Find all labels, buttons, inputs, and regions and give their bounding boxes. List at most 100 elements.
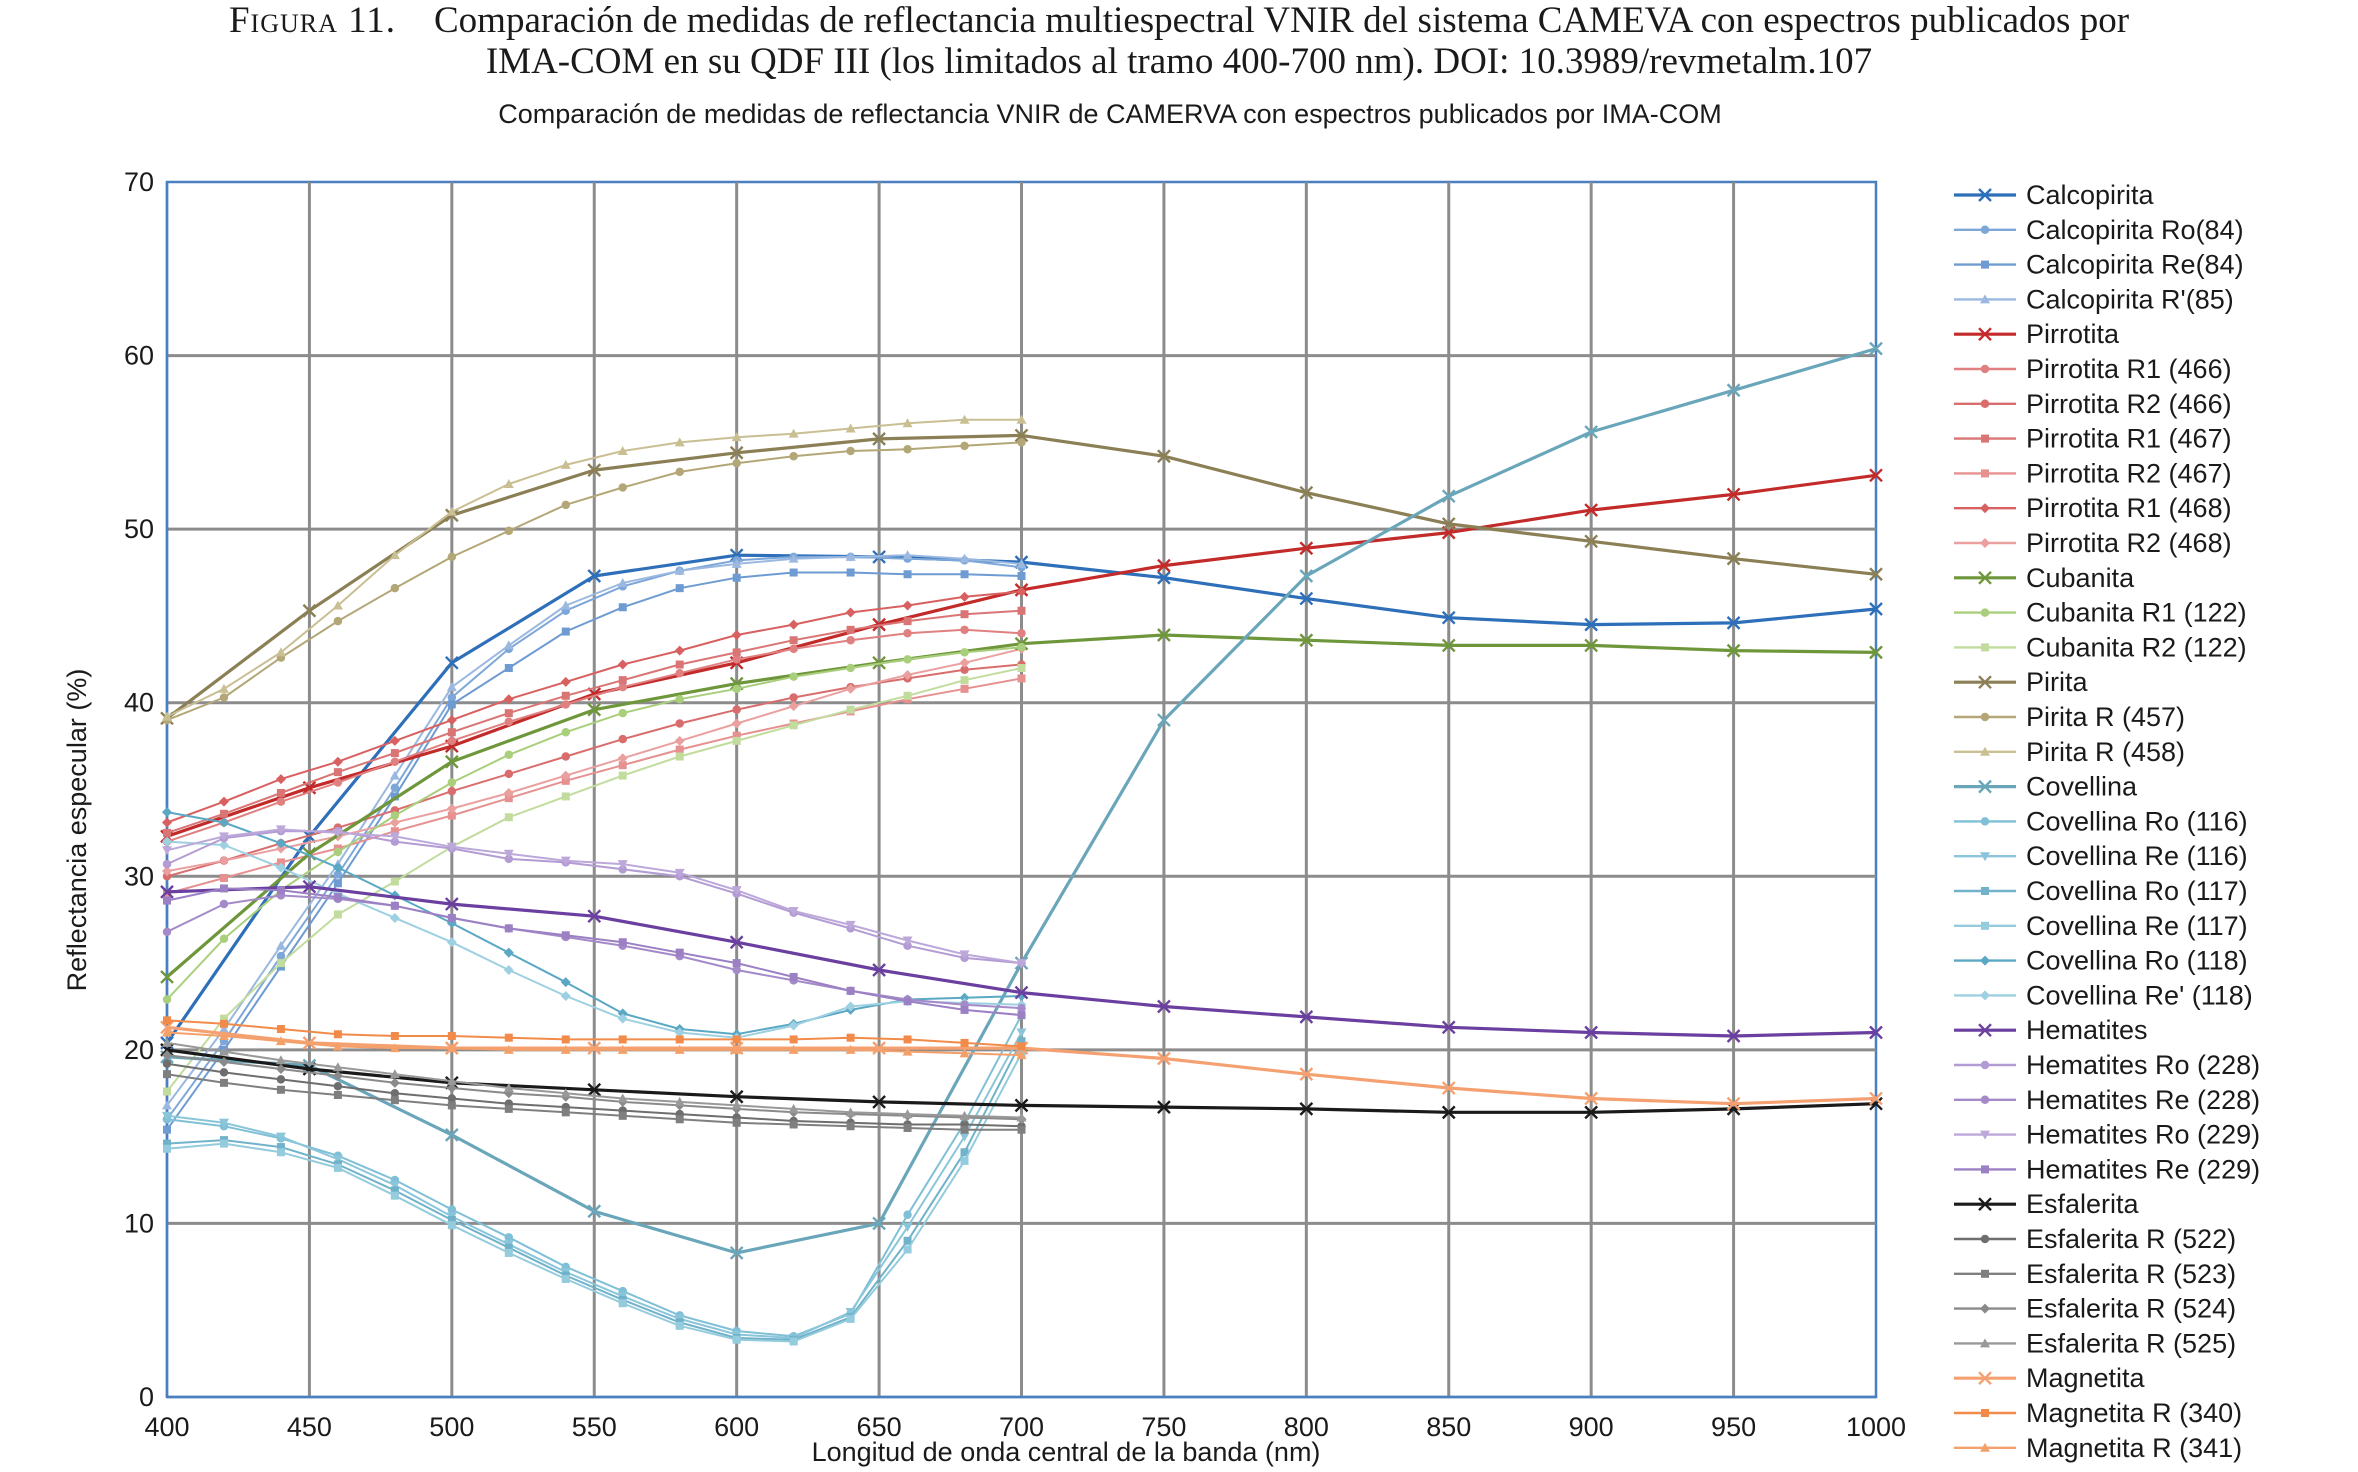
data-point xyxy=(162,995,172,1004)
data-point xyxy=(218,1057,229,1068)
data-point xyxy=(674,645,685,656)
data-point xyxy=(447,1215,456,1224)
data-point xyxy=(846,1033,855,1042)
legend-label: Covellina Re (117) xyxy=(2026,911,2248,941)
series-line xyxy=(166,1054,1022,1121)
data-point xyxy=(789,636,798,645)
data-point xyxy=(1157,713,1171,727)
tick-labels: 400 450 500 550 600 650 700 750 800 850 900 950 1000… xyxy=(124,167,1906,1442)
data-point xyxy=(503,640,514,650)
data-point xyxy=(674,1044,685,1054)
data-point xyxy=(675,660,684,669)
legend-entry: Pirita R (458) xyxy=(1954,737,2185,767)
data-point xyxy=(389,1181,400,1191)
data-point xyxy=(960,684,969,693)
data-point xyxy=(617,1044,628,1054)
data-point xyxy=(788,1103,799,1113)
data-point xyxy=(447,1101,456,1110)
series-line xyxy=(166,554,1022,1106)
data-point xyxy=(1584,1025,1599,1040)
data-point xyxy=(903,629,912,638)
data-point xyxy=(872,1095,886,1109)
data-point xyxy=(1441,1081,1456,1095)
data-point xyxy=(1299,591,1314,606)
data-point xyxy=(1584,638,1599,653)
legend-marker xyxy=(1980,503,1990,514)
data-point xyxy=(788,1044,799,1054)
data-point xyxy=(390,1096,399,1105)
legend-entry: Cubanita R1 (122) xyxy=(1954,598,2247,628)
series-line xyxy=(166,1032,1023,1339)
data-point xyxy=(503,479,514,489)
legend-entry: Calcopirita Re(84) xyxy=(1954,250,2244,280)
data-point xyxy=(618,938,627,947)
legend-entry: Covellina Re (117) xyxy=(1954,911,2248,941)
data-point xyxy=(503,849,514,859)
data-point xyxy=(218,796,229,807)
data-point xyxy=(846,625,855,634)
data-point xyxy=(561,700,571,709)
legend-label: Hematites Ro (228) xyxy=(2026,1050,2260,1080)
data-point xyxy=(162,817,172,828)
data-point xyxy=(846,1314,855,1323)
data-point xyxy=(959,950,970,960)
legend-label: Pirita xyxy=(2026,667,2088,697)
data-point xyxy=(618,483,627,492)
data-point xyxy=(902,600,913,611)
data-point xyxy=(960,570,969,579)
legend-label: Covellina Ro (118) xyxy=(2026,946,2248,976)
legend-entry: Hematites Ro (229) xyxy=(1954,1120,2260,1150)
data-point xyxy=(788,428,799,438)
data-point xyxy=(1869,567,1883,582)
data-point xyxy=(1017,606,1026,615)
legend: Calcopirita Calcopirita Ro(84) Calcopirita… xyxy=(1954,180,2260,1463)
data-point xyxy=(731,558,742,568)
data-point xyxy=(1869,468,1883,483)
data-point xyxy=(332,600,343,610)
data-point xyxy=(163,1070,171,1079)
data-point xyxy=(846,986,855,995)
data-point xyxy=(275,843,286,854)
data-point xyxy=(675,1035,684,1044)
data-point xyxy=(1584,1105,1599,1120)
data-point xyxy=(1441,1105,1456,1120)
legend-marker xyxy=(1978,675,1992,690)
data-point xyxy=(333,893,342,902)
data-point xyxy=(447,1094,457,1103)
data-point xyxy=(675,668,684,678)
data-point xyxy=(1726,487,1741,502)
data-point xyxy=(1726,1029,1741,1043)
y-axis-label: Reflectancia especular (%) xyxy=(62,669,92,992)
data-point xyxy=(1017,438,1026,447)
series-28 xyxy=(162,825,1027,969)
data-point xyxy=(560,459,571,469)
data-point xyxy=(845,1044,856,1054)
x-tick-label: 600 xyxy=(714,1412,759,1442)
series-line xyxy=(166,1040,1023,1341)
data-point xyxy=(560,991,571,1002)
legend-marker xyxy=(1978,327,1992,342)
data-point xyxy=(333,778,343,787)
legend-marker xyxy=(1980,364,1990,374)
data-point xyxy=(163,1139,171,1148)
legend-label: Calcopirita Ro(84) xyxy=(2026,215,2244,245)
data-point xyxy=(732,648,741,657)
data-point xyxy=(162,1111,172,1121)
legend-entry: Esfalerita R (522) xyxy=(1954,1224,2236,1254)
data-point xyxy=(675,948,684,957)
data-point xyxy=(789,972,798,981)
legend-entry: Pirrotita R2 (468) xyxy=(1954,528,2232,558)
data-point xyxy=(960,1005,969,1014)
data-point xyxy=(1299,1010,1314,1024)
data-point xyxy=(447,778,457,787)
data-point xyxy=(447,693,457,702)
legend-label: Magnetita xyxy=(2026,1363,2146,1393)
data-point xyxy=(276,858,285,867)
data-point xyxy=(160,885,174,899)
legend-label: Pirrotita R2 (468) xyxy=(2026,528,2232,558)
data-point xyxy=(504,750,514,760)
data-point xyxy=(1017,664,1026,672)
legend-marker xyxy=(1980,608,1990,617)
legend-entry: Hematites Ro (228) xyxy=(1954,1050,2260,1080)
data-point xyxy=(675,719,684,728)
